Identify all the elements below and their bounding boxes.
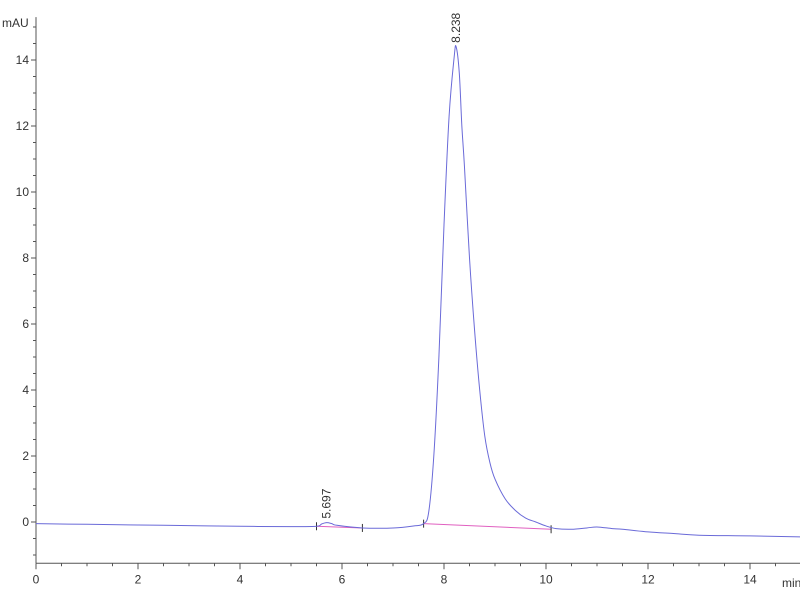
peak-label: 5.697 <box>320 488 334 518</box>
peak-labels: 5.697 8.238 <box>320 12 464 518</box>
x-tick-label: 0 <box>33 572 40 586</box>
y-axis-label: mAU <box>2 16 29 30</box>
y-tick-label: 14 <box>16 53 30 67</box>
y-tick-label: 2 <box>22 449 29 463</box>
baseline-segment <box>423 523 552 530</box>
x-tick-label: 12 <box>641 572 655 586</box>
peak-label: 8.238 <box>449 12 463 42</box>
y-tick-label: 6 <box>22 317 29 331</box>
signal-trace <box>35 45 800 538</box>
integration-baselines <box>316 519 552 534</box>
x-tick-label: 6 <box>339 572 346 586</box>
axes: 0 2 4 6 8 10 12 14 0 2 4 6 8 10 12 14 <box>16 17 800 586</box>
y-tick-label: 10 <box>16 185 30 199</box>
x-axis-label: min <box>782 576 800 590</box>
y-tick-label: 12 <box>16 119 30 133</box>
x-tick-label: 4 <box>237 572 244 586</box>
x-tick-label: 8 <box>441 572 448 586</box>
x-tick-label: 14 <box>743 572 757 586</box>
x-tick-label: 2 <box>135 572 142 586</box>
y-tick-label: 8 <box>22 251 29 265</box>
y-tick-label: 0 <box>22 515 29 529</box>
x-tick-label: 10 <box>539 572 553 586</box>
y-tick-label: 4 <box>22 383 29 397</box>
